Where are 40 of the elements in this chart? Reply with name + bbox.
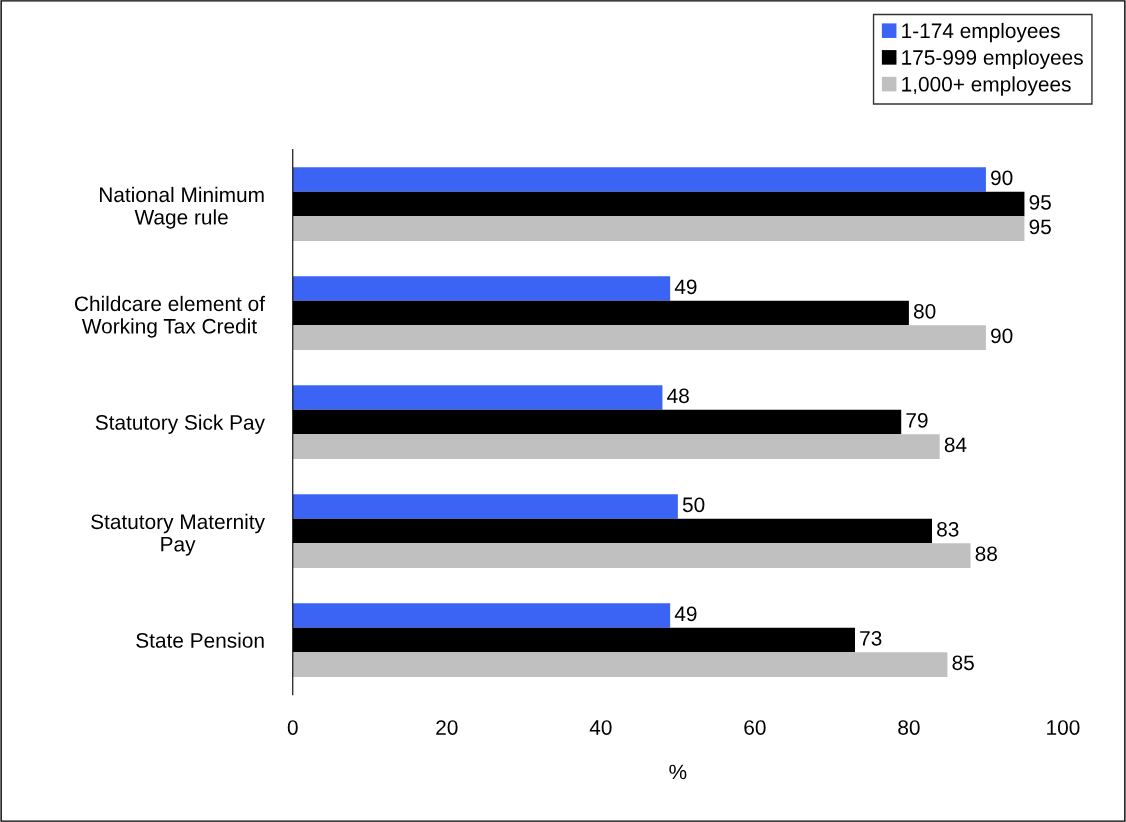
data-label: 90 [991,328,1013,344]
y-tick-label: Statutory Maternity Pay [91,513,265,556]
data-label: 88 [975,546,997,562]
bar [292,543,971,568]
bar [292,167,986,192]
bar [292,216,1025,241]
bar [292,434,940,459]
legend-label: 175-999 employees [902,49,1083,69]
data-label: 49 [674,279,697,295]
y-tick-label: Statutory Sick Pay [95,414,265,434]
data-label: 83 [937,521,959,537]
y-tick-label: Childcare element of Working Tax Credit [74,295,266,338]
legend-label: 1-174 employees [902,22,1060,43]
data-label: 95 [1029,219,1051,235]
data-label: 90 [991,170,1013,186]
data-label: 80 [913,303,936,319]
bar [292,652,948,677]
x-tick-label: 40 [589,720,612,735]
x-tick-label: 80 [898,720,920,735]
legend-label: 1,000+ employees [902,76,1071,96]
x-tick-label: 60 [744,720,766,735]
bar [292,276,671,301]
x-tick-label: 100 [1047,720,1080,735]
x-axis-title: % [669,764,687,780]
data-label: 84 [944,437,967,453]
data-label: 50 [682,497,705,513]
data-label: 95 [1029,194,1051,210]
x-tick-label: 0 [287,720,298,735]
data-label: 48 [667,388,689,404]
data-label: 79 [906,412,928,428]
data-label: 85 [952,655,974,671]
y-tick-label: State Pension [136,632,264,648]
y-tick-label: National Minimum Wage rule [99,186,264,229]
bar [292,325,986,350]
x-tick-label: 20 [436,720,458,735]
data-label: 49 [674,606,697,622]
data-label: 73 [860,630,882,646]
bar [292,603,671,628]
bar [292,385,663,410]
bar [292,494,678,519]
